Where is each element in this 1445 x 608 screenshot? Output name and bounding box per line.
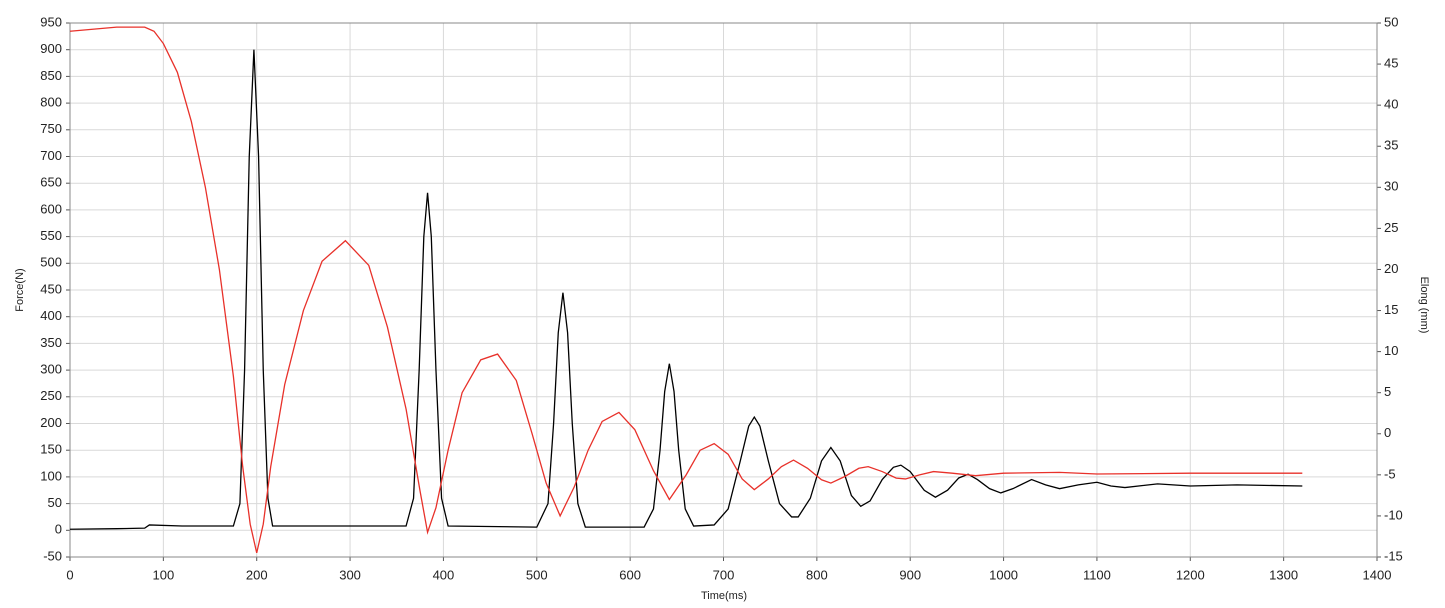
y-tick-label: 550 (40, 228, 62, 243)
x-axis-label: Time(ms) (701, 590, 747, 602)
plot-frame (69, 22, 1378, 558)
y2-tick-label: 25 (1384, 220, 1398, 235)
y2-tick-label: 0 (1384, 425, 1391, 440)
x-tick-label: 1400 (1363, 567, 1392, 582)
y2-tick-label: 20 (1384, 261, 1398, 276)
y2-tick-label: -5 (1384, 466, 1396, 481)
y2-tick-label: 5 (1384, 384, 1391, 399)
x-tick-label: 500 (526, 567, 548, 582)
y2-tick-label: 40 (1384, 97, 1398, 112)
y-tick-label: 650 (40, 175, 62, 190)
y-tick-label: 950 (40, 14, 62, 29)
y-tick-label: 350 (40, 335, 62, 350)
y-tick-label: 400 (40, 308, 62, 323)
series-line (69, 49, 1303, 530)
y2-axis-label: Elong (mm) (1418, 277, 1430, 334)
x-tick-label: 1300 (1269, 567, 1298, 582)
x-tick-label: 100 (153, 567, 175, 582)
x-tick-label: 1200 (1176, 567, 1205, 582)
y-tick-label: 900 (40, 41, 62, 56)
x-tick-label: 1100 (1083, 567, 1111, 582)
y2-tick-label: 15 (1384, 302, 1398, 317)
y-tick-label: 700 (40, 148, 62, 163)
y-tick-label: 850 (40, 68, 62, 83)
y-tick-label: 500 (40, 255, 62, 270)
y-tick-label: 250 (40, 388, 62, 403)
y-tick-label: 50 (48, 495, 62, 510)
y-tick-label: 0 (55, 522, 62, 537)
series-line (69, 26, 1303, 554)
x-tick-label: 200 (246, 567, 268, 582)
y2-tick-label: 10 (1384, 343, 1398, 358)
y2-tick-label: 50 (1384, 14, 1398, 29)
y2-tick-label: 45 (1384, 56, 1398, 71)
x-tick-label: 400 (433, 567, 455, 582)
y-tick-label: 150 (40, 442, 62, 457)
y-tick-label: -50 (43, 548, 62, 563)
y2-tick-label: -10 (1384, 507, 1403, 522)
x-tick-label: 800 (806, 567, 828, 582)
y-tick-label: 750 (40, 121, 62, 136)
y-tick-label: 450 (40, 281, 62, 296)
y-tick-label: 800 (40, 95, 62, 110)
x-tick-label: 0 (66, 567, 73, 582)
y-tick-label: 200 (40, 415, 62, 430)
y2-tick-label: -15 (1384, 548, 1403, 563)
x-tick-label: 300 (339, 567, 361, 582)
x-tick-label: 600 (619, 567, 641, 582)
y-tick-label: 100 (40, 468, 62, 483)
y-tick-label: 600 (40, 201, 62, 216)
x-tick-label: 700 (713, 567, 735, 582)
y-tick-label: 300 (40, 362, 62, 377)
y-axis-label: Force(N) (14, 268, 26, 311)
y2-tick-label: 35 (1384, 138, 1398, 153)
x-tick-label: 1000 (989, 567, 1018, 582)
y2-tick-label: 30 (1384, 179, 1398, 194)
x-tick-label: 900 (899, 567, 921, 582)
